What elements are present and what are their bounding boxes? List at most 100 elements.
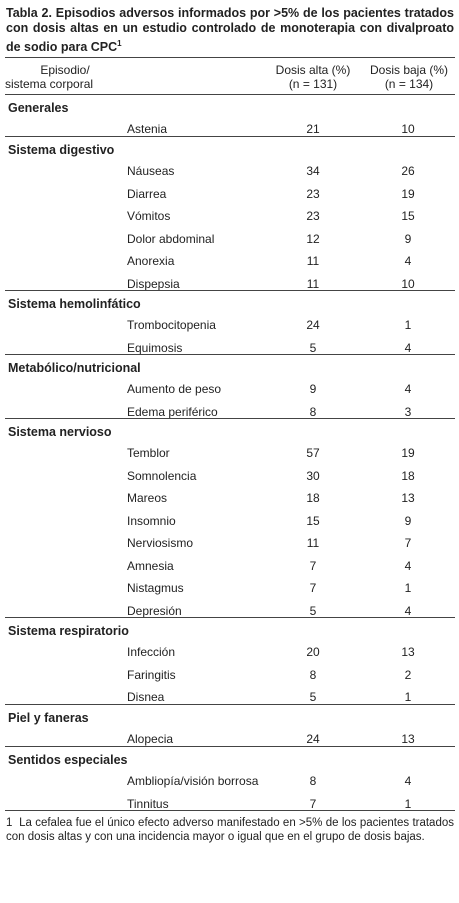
episode: Amnesia [127, 558, 174, 573]
episode: Vómitos [127, 209, 171, 223]
episode: Temblor [127, 446, 170, 460]
episode: Equimosis [127, 340, 183, 355]
rule [5, 617, 455, 618]
episode: Edema periférico [127, 404, 218, 419]
value-low: 26 [401, 164, 415, 178]
value-low: 1 [404, 318, 412, 332]
value-low: 18 [401, 468, 415, 483]
value-high: 11 [306, 276, 320, 291]
value-high: 18 [306, 491, 320, 505]
rule [5, 354, 455, 355]
value-low: 2 [404, 667, 412, 682]
value-high: 5 [309, 603, 317, 618]
group-name: Generales [8, 101, 69, 115]
value-high: 20 [306, 645, 320, 659]
episode: Aumento de peso [127, 382, 222, 396]
episode: Somnolencia [127, 468, 197, 483]
group-name: Sentidos especiales [8, 753, 128, 767]
table-title: Tabla 2. Episodios adversos informados p… [6, 6, 454, 55]
value-low: 19 [401, 446, 415, 460]
value-low: 10 [401, 276, 415, 291]
value-high: 8 [309, 667, 317, 682]
group-name: Sistema digestivo [8, 143, 115, 157]
value-low: 9 [404, 513, 412, 528]
value-high: 7 [309, 581, 317, 595]
value-high: 23 [306, 209, 320, 223]
footnote-text: La cefalea fue el único efecto adverso m… [6, 817, 454, 843]
episode: Faringitis [127, 667, 176, 682]
group-name: Sistema nervioso [8, 425, 112, 439]
episode: Disnea [127, 690, 165, 704]
episode: Nistagmus [127, 581, 184, 595]
episode: Depresión [127, 603, 182, 618]
value-low: 13 [401, 645, 415, 659]
episode: Dolor abdominal [127, 231, 215, 246]
header-line: sistema corporal [5, 77, 94, 91]
value-low: 4 [404, 774, 412, 788]
value-low: 13 [401, 491, 415, 505]
note-mark: 1 [117, 39, 122, 48]
value-high: 7 [309, 558, 317, 573]
episode: Nerviosismo [127, 536, 194, 550]
rule [5, 94, 455, 95]
value-low: 15 [401, 209, 415, 223]
value-high: 11 [306, 254, 320, 268]
group-name: Metabólico/nutricional [8, 361, 141, 375]
value-high: 15 [306, 513, 320, 528]
episode: Trombocitopenia [127, 318, 216, 332]
header-line: Dosis baja (%) [369, 63, 449, 77]
episode: Diarrea [127, 186, 167, 201]
episode: Ambliopía/visión borrosa [127, 774, 259, 788]
value-low: 4 [404, 603, 412, 618]
rule [5, 290, 455, 291]
value-low: 1 [404, 690, 412, 704]
rule [5, 418, 455, 419]
value-low: 3 [404, 404, 412, 419]
value-high: 34 [306, 164, 320, 178]
rule [5, 57, 455, 58]
rule [5, 136, 455, 137]
episode: Anorexia [127, 254, 175, 268]
episode: Tinnitus [127, 796, 169, 811]
value-low: 4 [404, 558, 412, 573]
value-high: 12 [306, 231, 320, 246]
episode: Mareos [127, 491, 168, 505]
rule [5, 746, 455, 747]
group-name: Sistema hemolinfático [8, 297, 141, 311]
title-text: Tabla 2. Episodios adversos informados p… [6, 6, 454, 55]
value-high: 24 [306, 318, 320, 332]
value-low: 1 [404, 581, 412, 595]
header-line: (n = 134) [384, 77, 434, 91]
value-high: 24 [306, 732, 320, 746]
value-low: 1 [404, 796, 412, 811]
value-high: 57 [306, 446, 320, 460]
rule [5, 704, 455, 705]
rule [5, 810, 455, 811]
value-low: 10 [401, 122, 415, 136]
value-high: 21 [306, 122, 320, 136]
header-line: Episodio/ [40, 63, 90, 77]
value-high: 8 [309, 404, 317, 419]
value-low: 19 [401, 186, 415, 201]
episode: Infección [127, 645, 176, 659]
value-low: 4 [404, 254, 412, 268]
value-high: 9 [309, 382, 317, 396]
value-low: 4 [404, 382, 412, 396]
header-line: Dosis alta (%) [275, 63, 351, 77]
footnote: 1 La cefalea fue el único efecto adverso… [6, 816, 454, 844]
value-low: 9 [404, 231, 412, 246]
value-high: 7 [309, 796, 317, 811]
episode: Astenia [127, 122, 168, 136]
footnote-mark: 1 [6, 817, 13, 829]
episode: Insomnio [127, 513, 176, 528]
episode: Dispepsia [127, 276, 180, 291]
value-high: 30 [306, 468, 320, 483]
episode: Náuseas [127, 164, 175, 178]
value-high: 5 [309, 340, 317, 355]
episode: Alopecia [127, 732, 174, 746]
value-high: 11 [306, 536, 320, 550]
group-name: Piel y faneras [8, 711, 89, 725]
value-high: 23 [306, 186, 320, 201]
value-low: 7 [404, 536, 412, 550]
